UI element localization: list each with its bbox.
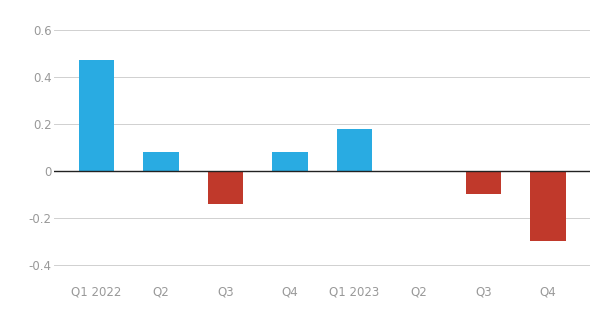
Bar: [465, 171, 501, 194]
Bar: [530, 171, 566, 241]
Bar: [272, 152, 308, 171]
Bar: [208, 171, 243, 204]
Bar: [337, 129, 372, 171]
Bar: [78, 61, 114, 171]
Bar: [143, 152, 179, 171]
